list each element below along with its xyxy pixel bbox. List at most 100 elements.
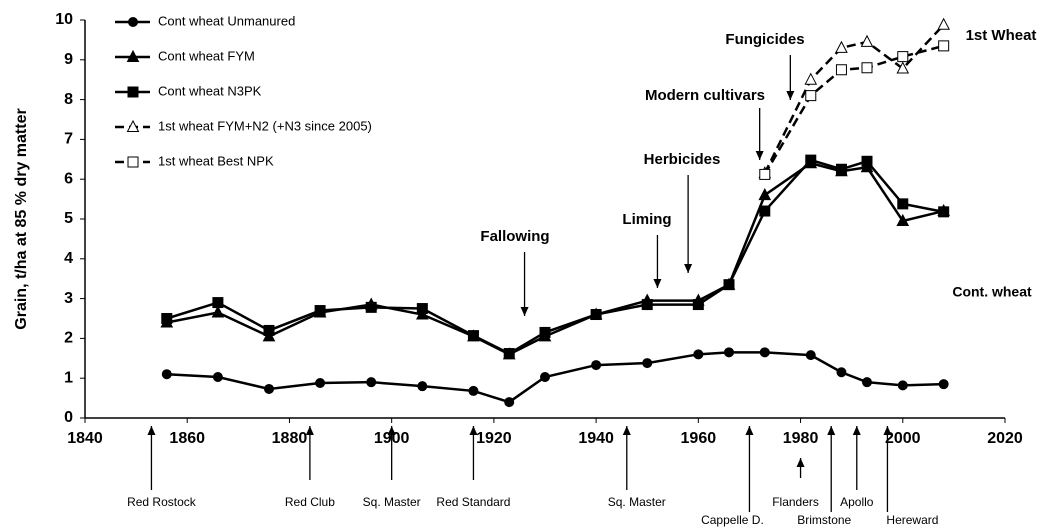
cultivar-label: Cappelle D. bbox=[701, 513, 764, 527]
cultivar-label: Red Standard bbox=[436, 495, 510, 509]
cultivar-arrow-head bbox=[387, 426, 396, 435]
point bbox=[835, 64, 847, 76]
point bbox=[692, 299, 704, 311]
treatment-arrow-head bbox=[653, 279, 662, 288]
cultivar-arrow-head bbox=[883, 426, 892, 435]
point bbox=[591, 360, 602, 371]
point bbox=[212, 372, 223, 383]
cultivar-label: Sq. Master bbox=[363, 495, 421, 509]
point bbox=[417, 381, 428, 392]
y-tick-label: 8 bbox=[64, 91, 73, 108]
legend-label: Cont wheat N3PK bbox=[158, 83, 262, 98]
point bbox=[723, 279, 735, 291]
annotation: 1st Wheat bbox=[966, 27, 1037, 44]
legend-label: Cont wheat FYM bbox=[158, 48, 255, 63]
y-tick-label: 2 bbox=[64, 330, 73, 347]
point bbox=[897, 198, 909, 210]
treatment-label: Fallowing bbox=[480, 228, 549, 245]
point bbox=[861, 155, 873, 167]
x-tick-label: 1860 bbox=[169, 430, 205, 447]
cultivar-label: Brimstone bbox=[797, 513, 851, 527]
point bbox=[835, 163, 847, 175]
legend-marker bbox=[128, 17, 138, 27]
series-line bbox=[763, 23, 945, 174]
legend-marker bbox=[126, 49, 140, 62]
treatment-label: Herbicides bbox=[644, 151, 721, 168]
legend-label: 1st wheat FYM+N2 (+N3 since 2005) bbox=[158, 118, 372, 133]
point bbox=[938, 379, 949, 390]
legend-marker bbox=[127, 156, 139, 168]
treatment-arrow-head bbox=[520, 307, 529, 316]
point bbox=[836, 367, 847, 378]
cultivar-arrow-head bbox=[469, 426, 478, 435]
point bbox=[804, 72, 818, 85]
point bbox=[468, 385, 479, 396]
point bbox=[759, 205, 771, 217]
x-tick-label: 1840 bbox=[67, 430, 103, 447]
point bbox=[759, 168, 771, 180]
cultivar-label: Red Club bbox=[285, 495, 335, 509]
annotation: Cont. wheat bbox=[952, 284, 1032, 300]
point bbox=[897, 51, 909, 63]
point bbox=[642, 358, 653, 369]
y-tick-label: 10 bbox=[55, 11, 73, 28]
treatment-arrow-head bbox=[755, 151, 764, 160]
cultivar-label: Sq. Master bbox=[608, 495, 666, 509]
point bbox=[212, 297, 224, 309]
point bbox=[503, 348, 515, 360]
x-tick-label: 1980 bbox=[783, 430, 819, 447]
point bbox=[758, 188, 772, 201]
point bbox=[860, 34, 874, 47]
point bbox=[805, 154, 817, 166]
series-line bbox=[166, 351, 944, 404]
x-tick-label: 2000 bbox=[885, 430, 921, 447]
point bbox=[861, 62, 873, 74]
y-tick-label: 0 bbox=[64, 409, 73, 426]
point bbox=[540, 372, 550, 383]
cultivar-arrow-head bbox=[745, 426, 754, 435]
y-tick-label: 4 bbox=[64, 250, 73, 267]
y-tick-label: 7 bbox=[64, 131, 73, 148]
point bbox=[835, 40, 848, 53]
point bbox=[693, 349, 704, 360]
point bbox=[896, 213, 910, 226]
cultivar-label: Red Rostock bbox=[127, 495, 197, 509]
point bbox=[416, 303, 428, 315]
y-tick-label: 6 bbox=[64, 170, 73, 187]
point bbox=[938, 40, 950, 52]
point bbox=[896, 61, 910, 74]
point bbox=[314, 305, 326, 317]
cultivar-arrow-head bbox=[305, 426, 314, 435]
point bbox=[937, 17, 950, 30]
treatment-label: Fungicides bbox=[725, 31, 804, 48]
treatment-arrow-head bbox=[684, 264, 693, 273]
point bbox=[365, 301, 377, 313]
x-tick-label: 1880 bbox=[272, 430, 308, 447]
point bbox=[724, 347, 734, 358]
point bbox=[938, 206, 950, 218]
point bbox=[590, 309, 602, 321]
point bbox=[805, 350, 816, 361]
point bbox=[161, 369, 172, 380]
point bbox=[467, 330, 479, 342]
point bbox=[759, 347, 770, 358]
legend-label: Cont wheat Unmanured bbox=[158, 13, 295, 28]
x-tick-label: 1960 bbox=[681, 430, 717, 447]
cultivar-label: Flanders bbox=[772, 495, 819, 509]
x-tick-label: 1920 bbox=[476, 430, 512, 447]
y-tick-label: 3 bbox=[64, 290, 73, 307]
cultivar-arrow-head bbox=[852, 426, 861, 435]
point bbox=[805, 90, 817, 102]
point bbox=[897, 380, 908, 391]
series-line bbox=[166, 158, 944, 355]
point bbox=[539, 326, 551, 338]
cultivar-label: Hereward bbox=[886, 513, 938, 527]
x-tick-label: 1940 bbox=[578, 430, 614, 447]
y-tick-label: 1 bbox=[64, 369, 73, 386]
legend-marker bbox=[126, 119, 140, 132]
cultivar-arrow-head bbox=[147, 426, 156, 435]
series-line bbox=[763, 44, 944, 176]
point bbox=[211, 305, 225, 318]
cultivar-arrow-head bbox=[622, 426, 631, 435]
